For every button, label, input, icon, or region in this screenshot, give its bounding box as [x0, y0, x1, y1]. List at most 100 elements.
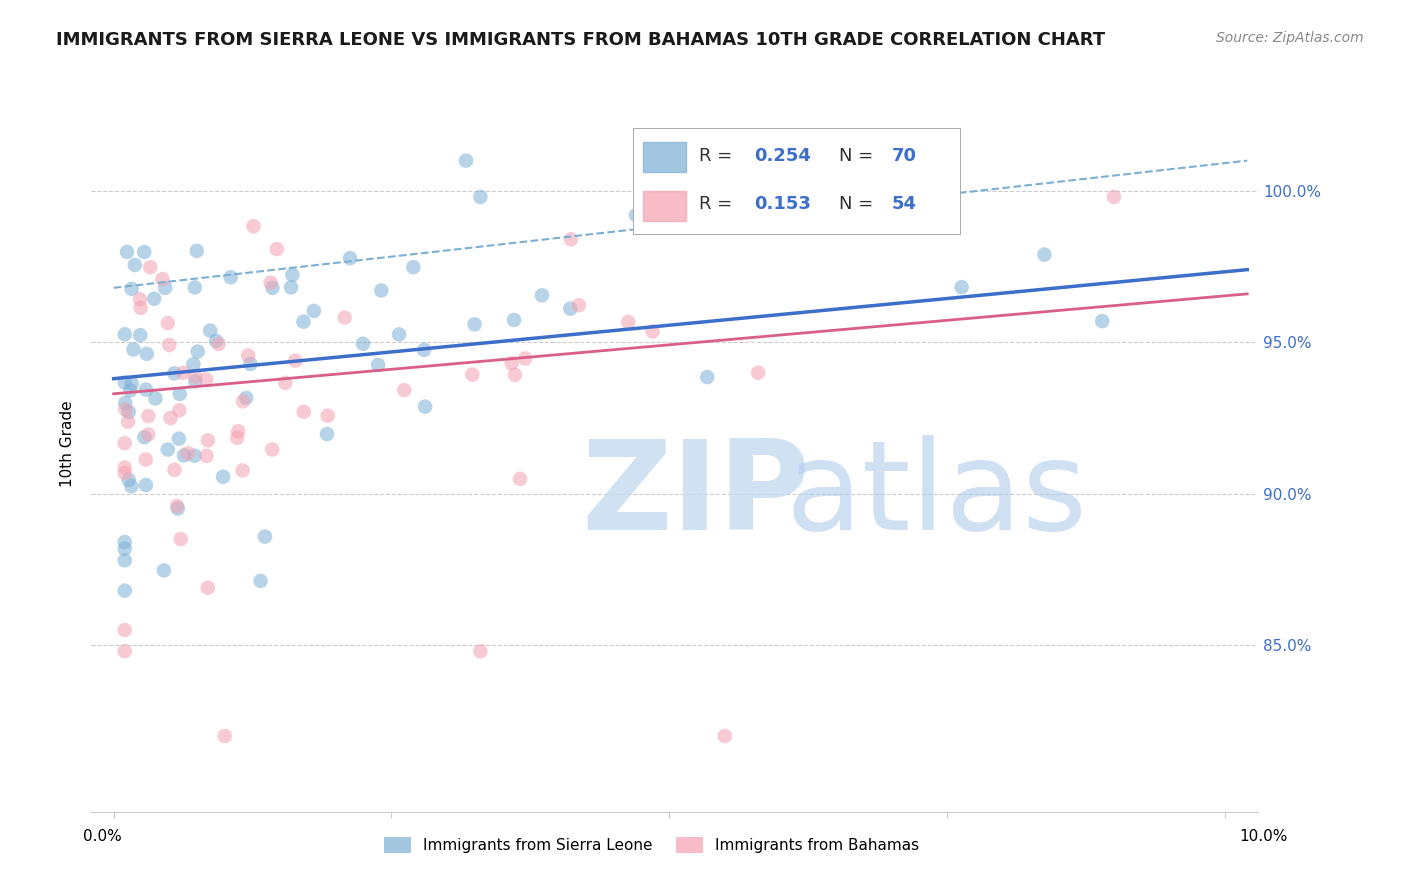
Point — [114, 553, 136, 567]
Point — [139, 260, 162, 275]
Point — [135, 383, 157, 397]
Point — [169, 387, 191, 401]
Point — [208, 337, 231, 351]
Text: 0.0%: 0.0% — [83, 830, 122, 844]
Point — [117, 415, 139, 429]
Point — [170, 532, 193, 546]
Point — [1091, 314, 1114, 328]
Point — [118, 473, 141, 487]
Point — [388, 327, 411, 342]
Point — [177, 446, 200, 460]
Point — [214, 729, 236, 743]
Point — [568, 298, 591, 312]
Point — [184, 369, 207, 384]
Point — [501, 356, 523, 370]
Point — [280, 280, 302, 294]
Point — [129, 328, 152, 343]
Point — [292, 315, 315, 329]
Point — [197, 434, 219, 448]
Point — [316, 409, 339, 423]
Point — [124, 258, 146, 272]
Point — [114, 460, 136, 475]
Point — [302, 304, 325, 318]
Point — [114, 402, 136, 417]
Text: 54: 54 — [891, 195, 917, 213]
Point — [156, 442, 179, 457]
Point — [232, 463, 254, 477]
Point — [150, 272, 173, 286]
Point — [118, 405, 141, 419]
Point — [239, 357, 262, 371]
Point — [560, 301, 582, 316]
Point — [281, 268, 304, 282]
Point — [114, 327, 136, 342]
Point — [470, 644, 492, 658]
Text: atlas: atlas — [786, 434, 1088, 556]
Point — [249, 574, 271, 588]
Point — [242, 219, 264, 234]
Point — [641, 325, 664, 339]
Point — [159, 411, 181, 425]
Point — [232, 394, 254, 409]
Point — [950, 280, 973, 294]
Point — [166, 499, 188, 513]
Text: IMMIGRANTS FROM SIERRA LEONE VS IMMIGRANTS FROM BAHAMAS 10TH GRADE CORRELATION C: IMMIGRANTS FROM SIERRA LEONE VS IMMIGRAN… — [56, 31, 1105, 49]
Bar — [643, 142, 686, 172]
Point — [114, 436, 136, 450]
Point — [134, 430, 156, 444]
Point — [367, 358, 389, 372]
Point — [134, 244, 156, 259]
Point — [136, 427, 159, 442]
Point — [115, 244, 138, 259]
Point — [530, 288, 553, 302]
Point — [714, 729, 737, 743]
Point — [262, 442, 284, 457]
Point — [503, 313, 526, 327]
Point — [352, 336, 374, 351]
Point — [515, 351, 537, 366]
Text: 0.153: 0.153 — [755, 195, 811, 213]
Point — [128, 292, 150, 306]
Text: R =: R = — [699, 147, 738, 165]
Text: N =: N = — [839, 195, 879, 213]
Point — [135, 452, 157, 467]
Point — [226, 431, 249, 445]
Point — [200, 324, 222, 338]
Point — [114, 535, 136, 549]
Text: Source: ZipAtlas.com: Source: ZipAtlas.com — [1216, 31, 1364, 45]
Text: 0.254: 0.254 — [755, 147, 811, 165]
Point — [262, 281, 284, 295]
Point — [1102, 190, 1125, 204]
Point — [235, 391, 257, 405]
Point — [135, 347, 157, 361]
Point — [166, 501, 188, 516]
Point — [461, 368, 484, 382]
Point — [121, 282, 143, 296]
Point — [238, 349, 260, 363]
Text: N =: N = — [839, 147, 879, 165]
Point — [169, 403, 191, 417]
Point — [114, 583, 136, 598]
Point — [184, 375, 207, 389]
Point — [129, 301, 152, 315]
Point — [402, 260, 425, 274]
Point — [197, 581, 219, 595]
Bar — [643, 191, 686, 221]
Point — [509, 472, 531, 486]
Point — [143, 292, 166, 306]
Text: ZIP: ZIP — [582, 434, 810, 556]
Text: 10.0%: 10.0% — [1240, 830, 1288, 844]
Point — [172, 366, 194, 380]
Point — [121, 479, 143, 493]
Point — [624, 208, 647, 222]
Point — [259, 276, 281, 290]
Point — [135, 478, 157, 492]
Point — [316, 427, 339, 442]
Point — [153, 563, 176, 577]
Point — [1033, 247, 1056, 261]
Point — [927, 219, 949, 234]
Point — [187, 344, 209, 359]
Point — [184, 280, 207, 294]
Point — [464, 318, 486, 332]
Point — [114, 376, 136, 390]
